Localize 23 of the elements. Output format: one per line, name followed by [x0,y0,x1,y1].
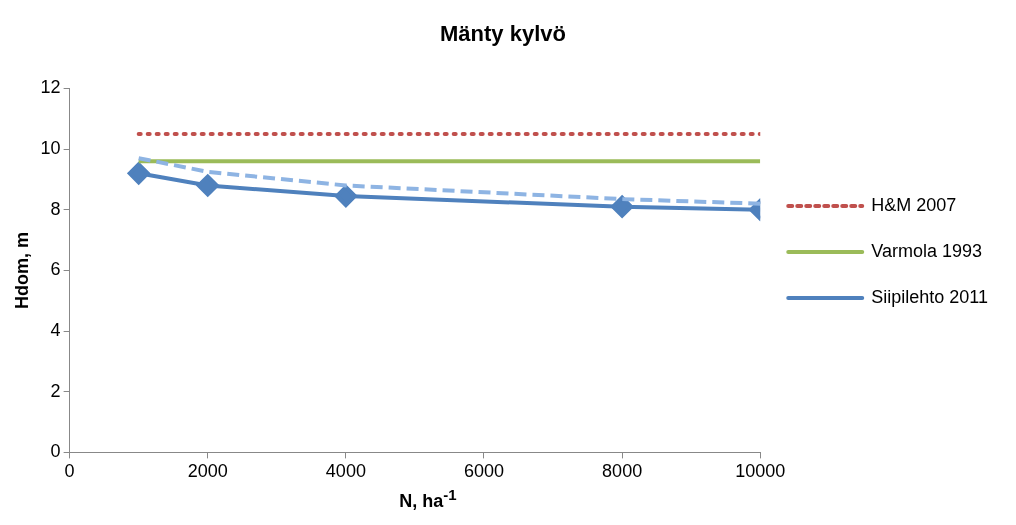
y-tick-label: 10 [40,138,61,159]
x-tick-label: 6000 [463,461,505,482]
point [196,174,219,197]
y-tick-label: 4 [50,320,61,341]
x-tick-label: 0 [64,461,75,482]
y-tick-label: 6 [50,259,61,280]
x-tick-label: 4000 [325,461,366,482]
y-tick-label: 2 [50,380,61,401]
legend-label: Siipilehto 2011 [871,286,989,307]
point [127,162,150,185]
point [611,195,634,218]
y-axis-title: Hdom, m [11,231,32,309]
x-axis-title: N, ha$^{-1}$ [398,486,458,512]
legend-label: Varmola 1993 [871,240,982,261]
point [334,185,357,208]
x-tick-label: 2000 [187,461,228,482]
y-tick-label: 0 [50,441,61,462]
x-tick-label: 10000 [735,461,786,482]
y-tick-label: 12 [40,77,61,98]
legend-label: H&M 2007 [871,194,957,215]
chart-title: Mänty kylvö [440,21,566,47]
y-tick-label: 8 [50,198,61,219]
x-tick-label: 8000 [602,461,643,482]
